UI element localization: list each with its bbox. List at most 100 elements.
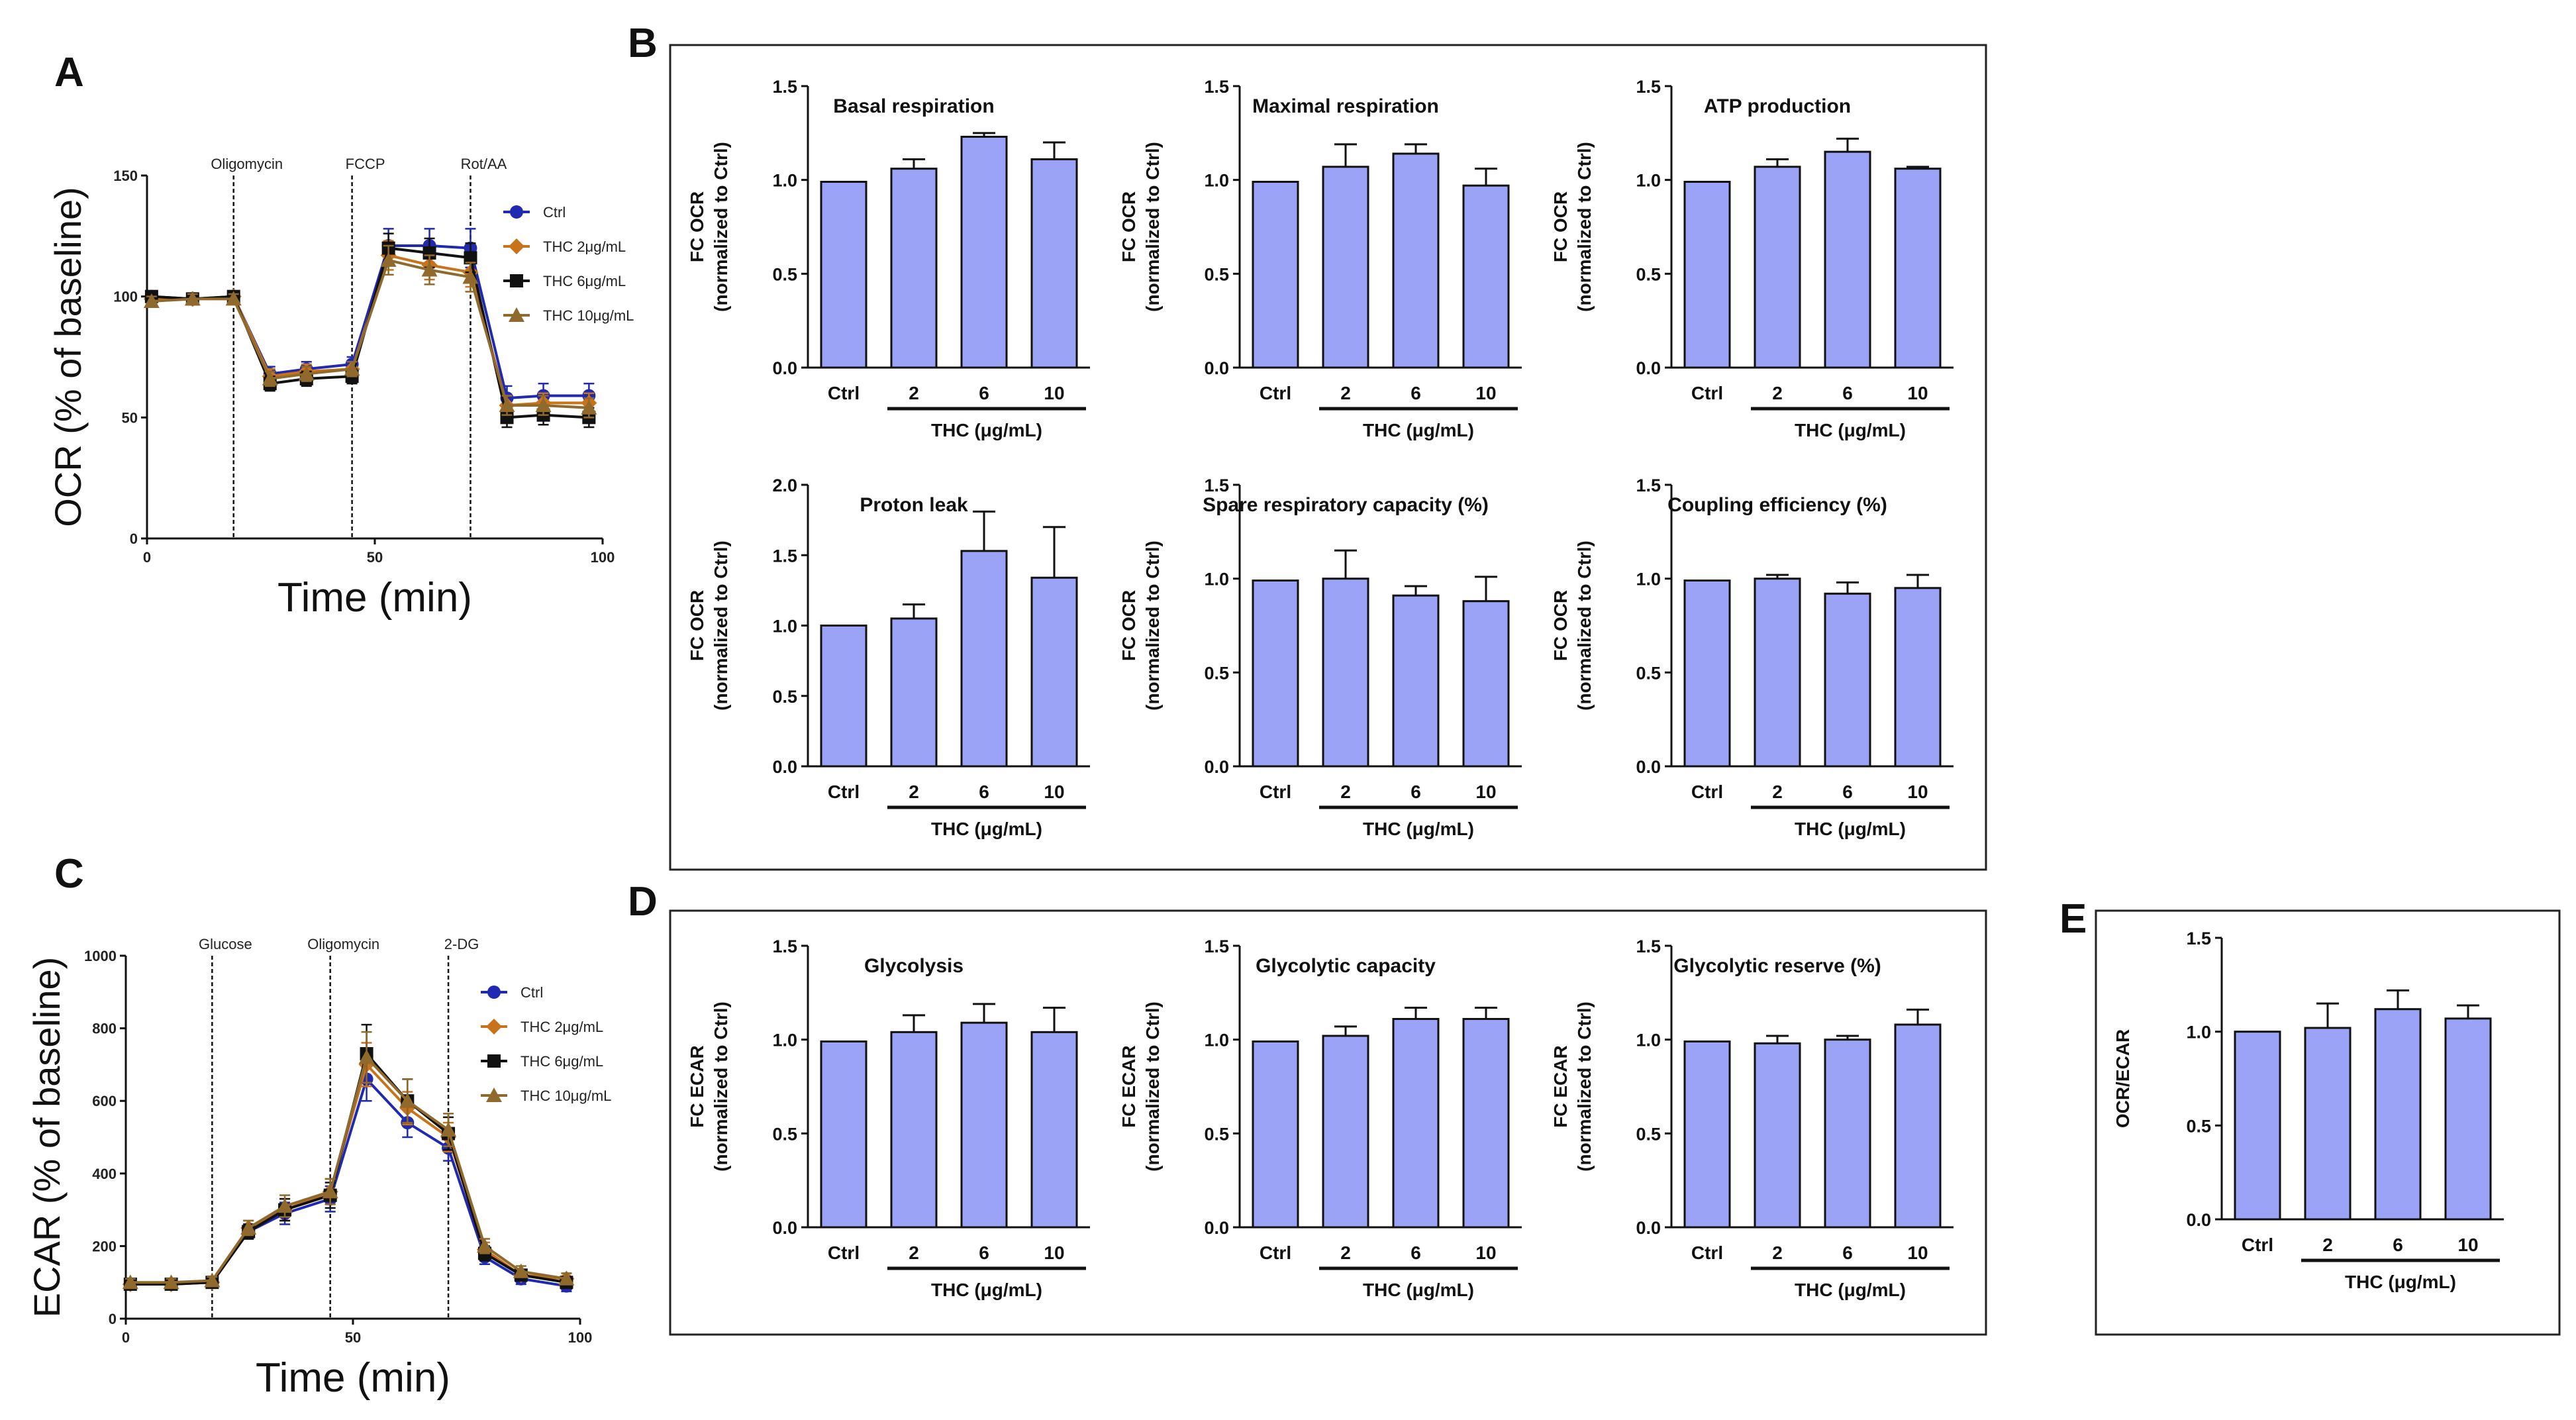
- legend-label: THC 2μg/mL: [520, 1019, 603, 1035]
- marker-triangle: [499, 397, 515, 413]
- bar-10: [1462, 1018, 1510, 1229]
- legend-item: THC 6μg/mL: [503, 273, 626, 289]
- injection-label: FCCP: [346, 156, 385, 172]
- bar-ctrl: [2234, 1031, 2281, 1221]
- marker-triangle: [380, 252, 397, 267]
- x-tick-label: 6: [1411, 1242, 1421, 1263]
- series-line: [151, 244, 589, 400]
- legend-item: THC 10μg/mL: [481, 1088, 611, 1104]
- y-axis-label: FC OCR (normalized to Ctrl): [687, 142, 731, 312]
- bar-chart-b2: Maximal respiration 0.0 0.5 1.0 1.5 FC OCR (no…: [1118, 77, 1522, 440]
- bar-10: [1030, 576, 1078, 768]
- marker-triangle: [358, 1049, 375, 1064]
- chart-title: Glycolytic reserve (%): [1673, 955, 1881, 977]
- x-tick-label: 6: [1842, 383, 1853, 403]
- y-tick-label: 1.0: [1204, 570, 1229, 589]
- x-tick-label: 50: [367, 549, 383, 566]
- panel-letter-a: A: [54, 50, 84, 95]
- group-label: THC (μg/mL): [1795, 420, 1906, 440]
- series-2: [144, 232, 596, 429]
- y-tick-label: 1.0: [1636, 171, 1661, 191]
- y-tick-label: 0.5: [1636, 1124, 1661, 1144]
- x-tick-label: 2: [1340, 1242, 1351, 1263]
- x-tick-label: Ctrl: [828, 782, 860, 802]
- bar-ctrl: [1683, 580, 1731, 768]
- x-tick-label: 2: [909, 782, 919, 802]
- y-tick-label: 0.0: [1204, 358, 1229, 378]
- chart-title: Spare respiratory capacity (%): [1203, 494, 1489, 516]
- bar-ctrl: [820, 1040, 867, 1229]
- bar-chart-b3: ATP production 0.0 0.5 1.0 1.5 FC OCR (normali…: [1550, 77, 1954, 440]
- chart-title: Basal respiration: [833, 95, 994, 117]
- y-tick-label: 1.5: [1204, 937, 1229, 956]
- marker-circle: [487, 986, 501, 999]
- y-tick-label: 1.5: [772, 77, 797, 97]
- x-tick-label: 10: [1907, 782, 1928, 802]
- series-1: [122, 1042, 575, 1292]
- y-axis-label-line: FC OCR: [687, 191, 707, 262]
- y-tick-label: 0.0: [772, 757, 797, 777]
- marker-triangle: [225, 291, 242, 306]
- marker-triangle: [163, 1274, 179, 1290]
- bar-ctrl: [1252, 181, 1299, 369]
- x-tick-label: Ctrl: [2242, 1235, 2273, 1255]
- y-tick-label: 1.5: [1636, 77, 1661, 97]
- bar-6: [1392, 152, 1440, 369]
- bar-6: [1824, 592, 1871, 768]
- x-tick-label: 10: [1044, 1242, 1064, 1263]
- y-axis-label-line: FC ECAR: [1550, 1045, 1571, 1127]
- y-tick-label: 1.0: [1204, 1031, 1229, 1050]
- x-tick-label: 10: [2457, 1235, 2478, 1255]
- x-tick-label: 2: [1772, 383, 1783, 403]
- y-tick-label: 1.0: [772, 171, 797, 191]
- injection-label: Rot/AA: [461, 156, 507, 172]
- series-0: [144, 228, 596, 411]
- x-axis-label: Time (min): [277, 575, 472, 621]
- panel-b-frame: [669, 44, 1987, 871]
- y-axis-label-line: (normalized to Ctrl): [1142, 540, 1163, 711]
- group-label: THC (μg/mL): [931, 819, 1042, 839]
- x-tick-label: Ctrl: [828, 1242, 860, 1263]
- y-tick-label: 1.5: [772, 546, 797, 566]
- y-tick-label: 400: [92, 1166, 117, 1182]
- marker-square: [487, 1054, 501, 1068]
- bar-2: [1322, 578, 1369, 768]
- bar-chart-b5: Spare respiratory capacity (%) 0.0 0.5 1.0 1…: [1118, 476, 1522, 839]
- marker-triangle: [513, 1263, 529, 1278]
- y-axis-label-line: (normalized to Ctrl): [711, 142, 731, 312]
- y-tick-label: 0.5: [1204, 1124, 1229, 1144]
- x-tick-label: 10: [1044, 383, 1064, 403]
- bar-2: [1754, 578, 1801, 768]
- bar-chart-d1: Glycolysis 0.0 0.5 1.0 1.5 FC ECAR (normalized…: [687, 937, 1090, 1300]
- legend-item: THC 2μg/mL: [503, 238, 626, 255]
- group-label: THC (μg/mL): [1363, 819, 1474, 839]
- series-2: [123, 1023, 573, 1291]
- x-tick-label: 10: [1907, 1242, 1928, 1263]
- bar-ctrl: [820, 625, 867, 768]
- y-tick-label: 1.0: [1636, 570, 1661, 589]
- marker-triangle: [184, 291, 201, 306]
- x-tick-label: Ctrl: [828, 383, 860, 403]
- marker-triangle: [476, 1238, 493, 1253]
- marker-triangle: [143, 293, 160, 308]
- marker-triangle: [262, 370, 278, 385]
- bar-6: [960, 136, 1008, 369]
- bar-6: [960, 550, 1008, 768]
- x-tick-label: Ctrl: [1260, 383, 1291, 403]
- y-tick-label: 2.0: [772, 476, 797, 495]
- x-tick-label: 6: [2393, 1235, 2403, 1255]
- y-axis-label-line: (normalized to Ctrl): [1574, 1001, 1595, 1172]
- x-tick-label: 10: [1907, 383, 1928, 403]
- x-tick-label: Ctrl: [1691, 383, 1723, 403]
- marker-triangle: [440, 1122, 457, 1137]
- y-axis-label-line: FC ECAR: [687, 1045, 707, 1127]
- bar-10: [1894, 587, 1942, 768]
- chart-title: Glycolysis: [864, 955, 964, 977]
- marker-circle: [510, 205, 523, 219]
- panel-e-frame: [2095, 909, 2561, 1336]
- legend-item: THC 10μg/mL: [503, 307, 634, 324]
- y-axis-label-line: (normalized to Ctrl): [711, 540, 731, 711]
- group-label: THC (μg/mL): [1363, 1280, 1474, 1300]
- chart-title: Coupling efficiency (%): [1667, 494, 1887, 516]
- bar-ctrl: [1252, 580, 1299, 768]
